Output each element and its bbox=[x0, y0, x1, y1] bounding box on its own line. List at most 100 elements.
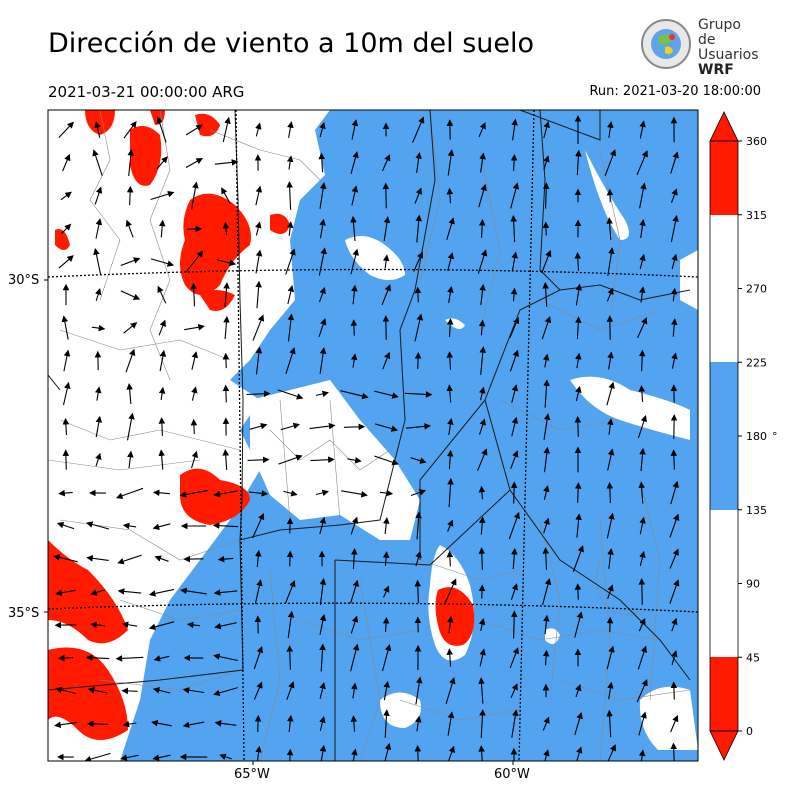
wind-arrow bbox=[446, 351, 454, 370]
wind-arrow bbox=[319, 516, 326, 535]
wind-arrow bbox=[222, 221, 230, 236]
department-borders bbox=[48, 110, 691, 761]
wind-arrow bbox=[190, 418, 198, 435]
wind-arrow bbox=[572, 545, 584, 572]
wind-arrow bbox=[382, 351, 391, 370]
wind-arrow bbox=[351, 748, 358, 761]
wind-arrow bbox=[574, 316, 582, 339]
wind-arrow bbox=[191, 386, 198, 401]
wind-arrow bbox=[542, 547, 550, 570]
wind-arrow bbox=[95, 288, 102, 302]
wind-arrow bbox=[447, 252, 455, 271]
colorbar-tick-label: 360 bbox=[746, 135, 767, 148]
wind-arrow bbox=[86, 521, 110, 530]
wind-arrow bbox=[606, 381, 615, 406]
wind-arrow bbox=[574, 415, 582, 438]
wind-arrow bbox=[214, 720, 237, 727]
colorbar-tick-label: 135 bbox=[746, 504, 767, 517]
wind-arrow bbox=[182, 721, 205, 729]
wind-arrow bbox=[574, 252, 582, 271]
wind-arrow bbox=[671, 650, 678, 665]
wind-arrow bbox=[671, 617, 678, 632]
wind-arrow bbox=[63, 349, 71, 372]
wind-arrow bbox=[479, 648, 486, 667]
wind-arrow bbox=[607, 351, 614, 370]
wind-arrow bbox=[638, 385, 646, 402]
wind-arrow bbox=[511, 547, 518, 570]
wind-arrow bbox=[280, 422, 300, 431]
wind-arrow bbox=[351, 119, 359, 140]
wind-arrow bbox=[446, 217, 455, 240]
axis-labels: 30°S 35°S 65°W 60°W bbox=[8, 273, 530, 782]
wind-arrow bbox=[115, 487, 144, 499]
wind-arrow bbox=[254, 579, 263, 604]
wind-arrow bbox=[286, 681, 295, 700]
wind-arrow bbox=[127, 450, 134, 469]
wind-arrow bbox=[350, 516, 359, 535]
wind-arrow bbox=[58, 121, 74, 138]
wind-arrow bbox=[542, 182, 550, 209]
wind-arrow bbox=[478, 618, 486, 632]
wind-arrow bbox=[60, 191, 72, 201]
wind-arrow bbox=[384, 742, 392, 761]
wind-arrow bbox=[606, 709, 613, 738]
wind-arrow bbox=[287, 714, 294, 733]
wind-arrow bbox=[214, 622, 237, 630]
wind-arrow bbox=[606, 645, 615, 670]
wind-arrows bbox=[53, 114, 680, 761]
logo-line2: Usuarios bbox=[698, 47, 759, 63]
wind-arrow bbox=[478, 219, 486, 238]
north-wind-regions bbox=[48, 110, 475, 740]
wind-arrow bbox=[350, 151, 359, 174]
wind-arrow bbox=[575, 513, 582, 538]
wind-arrow bbox=[248, 490, 269, 497]
wind-arrow bbox=[606, 481, 614, 504]
wind-arrow bbox=[285, 580, 296, 604]
wind-arrow bbox=[125, 219, 134, 238]
wind-arrow bbox=[383, 680, 390, 701]
wind-arrow bbox=[669, 579, 680, 604]
wind-arrow bbox=[283, 490, 298, 497]
wind-arrow bbox=[120, 257, 141, 267]
wind-arrow bbox=[606, 217, 613, 240]
wind-arrow bbox=[152, 523, 171, 530]
lat-label-30s: 30°S bbox=[8, 273, 39, 288]
wind-arrow bbox=[185, 157, 203, 168]
wind-arrow bbox=[117, 554, 142, 565]
wind-arrow bbox=[509, 349, 519, 372]
wind-arrow bbox=[447, 745, 455, 761]
wind-arrow bbox=[383, 709, 390, 738]
wind-arrow bbox=[574, 482, 582, 503]
wind-arrow bbox=[479, 709, 486, 738]
wind-arrow bbox=[158, 449, 165, 470]
wind-arrow bbox=[319, 347, 327, 374]
wind-arrow bbox=[670, 714, 679, 733]
wind-arrow bbox=[406, 423, 431, 430]
wind-arrow bbox=[446, 318, 454, 337]
wind-arrow bbox=[287, 313, 295, 342]
wind-arrow bbox=[319, 578, 327, 605]
wind-arrow bbox=[511, 118, 518, 141]
colorbar-unit: ° bbox=[772, 430, 778, 443]
wind-arrow bbox=[287, 285, 295, 305]
wind-arrow bbox=[543, 517, 550, 534]
wind-arrow bbox=[158, 417, 166, 436]
wind-arrow bbox=[478, 122, 486, 138]
wind-arrow bbox=[56, 521, 75, 530]
wind-arrow bbox=[148, 621, 175, 630]
wind-arrow bbox=[381, 643, 392, 672]
wind-arrow bbox=[286, 155, 294, 170]
wind-arrow bbox=[543, 446, 551, 473]
wind-arrow bbox=[87, 686, 108, 694]
wind-arrow bbox=[478, 677, 485, 704]
wind-arrow bbox=[379, 489, 394, 497]
wind-arrow bbox=[382, 517, 390, 534]
wind-arrow bbox=[350, 215, 357, 242]
wind-arrow bbox=[479, 152, 486, 173]
wind-arrow bbox=[351, 185, 359, 206]
wind-arrow bbox=[184, 250, 204, 274]
colorbar-band-0-45 bbox=[710, 657, 738, 731]
wind-arrow bbox=[575, 283, 583, 306]
wind-arrow bbox=[511, 251, 518, 272]
